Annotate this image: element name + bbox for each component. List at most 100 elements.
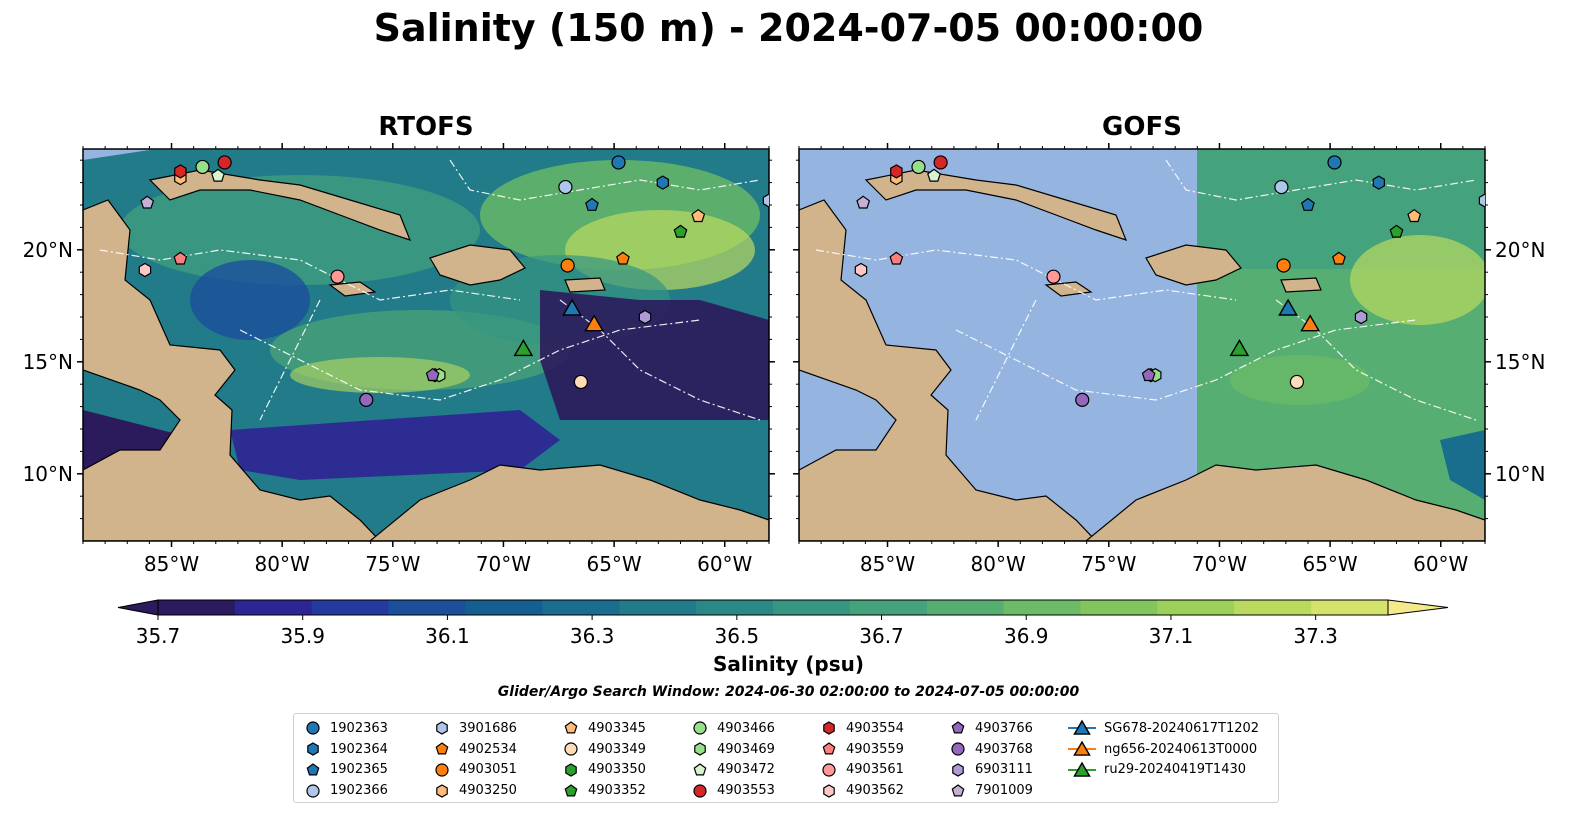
legend-marker-icon [951,742,965,756]
legend-item: 4903345 [560,718,646,739]
legend-item: 4902534 [431,739,517,760]
y-tick-label: 15°N [1495,350,1545,374]
argo-float-marker [691,208,706,223]
colorbar-tick-label: 37.3 [1293,624,1338,648]
colorbar-segment [696,600,774,615]
legend-marker-icon [693,763,707,776]
x-tick-label: 70°W [1192,552,1247,576]
legend-item: 4903350 [560,760,646,781]
x-tick-label: 75°W [1081,552,1136,576]
legend-marker-icon [435,742,449,755]
colorbar-segment [773,600,851,615]
legend-item: 6903111 [947,760,1033,781]
argo-float-marker [1141,367,1156,382]
legend-item: 4903352 [560,780,646,801]
argo-float-marker [585,197,599,211]
legend-float-icon [693,721,707,735]
argo-float-marker [560,258,575,273]
map-rtofs [83,149,769,541]
glider-marker [1300,314,1321,332]
argo-float-marker [1407,208,1422,223]
argo-float-marker [174,164,187,179]
legend-marker-icon [822,742,836,755]
search-window-text: Glider/Argo Search Window: 2024-06-30 02… [497,684,1080,700]
legend-label: 1902363 [330,720,388,736]
legend-item: 4903766 [947,718,1033,739]
legend-column: SG678-20240617T1202 ng656-20240613T0000 ru… [1066,718,1259,780]
y-tick-label: 10°N [23,462,73,486]
legend-marker-icon [1068,719,1096,736]
legend-float-icon [951,742,965,756]
argo-float-marker [854,262,868,278]
legend-marker-icon [307,742,319,756]
colorbar-tick-label: 36.5 [715,624,760,648]
legend-item: 1902366 [302,780,388,801]
legend-item: 4903349 [560,739,646,760]
argo-float-marker [1389,224,1404,238]
legend-column: 3901686 4902534 4903051 4903250 [431,718,517,801]
legend-marker-icon [564,784,578,797]
colorbar-segment [158,600,236,615]
colorbar-tick-label: 36.7 [859,624,904,648]
legend-item: 4903472 [689,760,775,781]
legend-float-icon [564,742,578,756]
legend-item: 7901009 [947,780,1033,801]
legend-marker-icon [823,784,835,798]
argo-float-marker [1075,392,1090,407]
legend-label: 3901686 [459,720,517,736]
argo-float-marker [195,159,210,175]
x-tick-label: 70°W [476,552,531,576]
colorbar-segment [1080,600,1158,615]
argo-float-marker [911,159,926,175]
legend-item: 4903250 [431,780,517,801]
legend-marker-icon [951,784,965,797]
argo-float-marker [1301,197,1315,211]
legend-label: 4903250 [459,783,517,799]
legend-float-icon [435,742,449,755]
legend-marker-icon [306,784,320,798]
legend-float-icon [435,763,449,777]
argo-float-marker [611,155,626,170]
legend-label: 4903766 [975,720,1033,736]
argo-float-marker [673,224,688,238]
legend-item: 4903562 [818,780,904,801]
map-gofs [799,149,1485,541]
argo-float-marker [656,175,669,190]
argo-float-marker [616,251,630,265]
colorbar-segment [542,600,620,615]
legend-label: 4903051 [459,762,517,778]
colorbar-extend-max [1387,599,1449,616]
legend-marker-icon [694,742,706,756]
x-tick-label: 80°W [971,552,1026,576]
legend-item: 4903559 [818,739,904,760]
legend-label: 7901009 [975,783,1033,799]
colorbar-tick-label: 36.1 [425,624,470,648]
panel-title-rtofs: RTOFS [378,112,474,142]
legend-marker-icon [693,784,707,798]
legend-marker-icon [693,721,707,735]
legend-column: 4903766 4903768 6903111 7901009 [947,718,1033,801]
legend-float-icon [564,784,578,797]
x-tick-label: 60°W [1413,552,1468,576]
legend-item: 4903469 [689,739,775,760]
legend-float-icon [693,784,707,798]
argo-float-marker [211,168,225,182]
legend-float-icon [694,742,706,756]
colorbar-label: Salinity (psu) [712,652,864,676]
argo-float-marker [1046,269,1061,284]
legend-item: 1902365 [302,760,388,781]
argo-float-marker [762,193,769,208]
argo-float-marker [1478,193,1485,208]
figure-canvas: 85°W 80°W 75°W 70°W 65°W 60°W 20°N 15°N 10°N 85°W… [23,143,1545,648]
y-tick-label: 20°N [23,238,73,262]
glider-marker [584,314,605,332]
legend-float-icon [952,763,964,777]
legend-label: 1902366 [330,783,388,799]
legend-label: 4902534 [459,741,517,757]
axis-ticks: 85°W 80°W 75°W 70°W 65°W 60°W 20°N 15°N 10°N 85°W… [23,143,1545,576]
argo-float-marker [933,155,948,170]
legend-item: ru29-20240419T1430 [1066,760,1259,781]
argo-float-marker [889,251,904,265]
colorbar-segment [926,600,1005,615]
legend-glider-icon [1073,740,1091,756]
